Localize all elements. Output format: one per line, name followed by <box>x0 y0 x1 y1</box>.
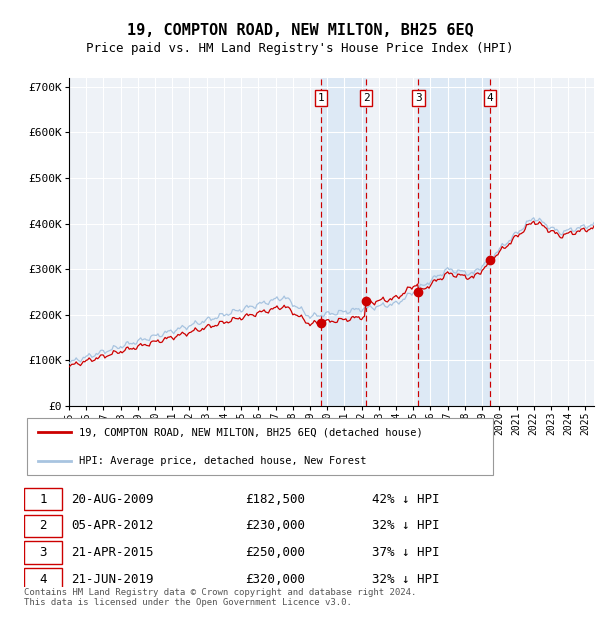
Text: £250,000: £250,000 <box>245 546 305 559</box>
Text: 32% ↓ HPI: 32% ↓ HPI <box>372 573 439 586</box>
FancyBboxPatch shape <box>24 515 62 537</box>
Text: £320,000: £320,000 <box>245 573 305 586</box>
Text: 4: 4 <box>487 93 494 103</box>
Bar <box>418 78 490 406</box>
Text: 2: 2 <box>39 520 47 533</box>
Text: 3: 3 <box>415 93 422 103</box>
Text: 42% ↓ HPI: 42% ↓ HPI <box>372 493 439 506</box>
Text: 05-APR-2012: 05-APR-2012 <box>71 520 154 533</box>
FancyBboxPatch shape <box>27 418 493 475</box>
Text: HPI: Average price, detached house, New Forest: HPI: Average price, detached house, New … <box>79 456 367 466</box>
Text: 3: 3 <box>39 546 47 559</box>
Text: 21-JUN-2019: 21-JUN-2019 <box>71 573 154 586</box>
FancyBboxPatch shape <box>24 488 62 510</box>
Text: £230,000: £230,000 <box>245 520 305 533</box>
Text: 19, COMPTON ROAD, NEW MILTON, BH25 6EQ (detached house): 19, COMPTON ROAD, NEW MILTON, BH25 6EQ (… <box>79 427 423 437</box>
FancyBboxPatch shape <box>24 541 62 564</box>
Text: 20-AUG-2009: 20-AUG-2009 <box>71 493 154 506</box>
Text: Contains HM Land Registry data © Crown copyright and database right 2024.
This d: Contains HM Land Registry data © Crown c… <box>24 588 416 607</box>
Text: 19, COMPTON ROAD, NEW MILTON, BH25 6EQ: 19, COMPTON ROAD, NEW MILTON, BH25 6EQ <box>127 24 473 38</box>
Text: £182,500: £182,500 <box>245 493 305 506</box>
Bar <box>321 78 366 406</box>
FancyBboxPatch shape <box>24 568 62 590</box>
Text: 37% ↓ HPI: 37% ↓ HPI <box>372 546 439 559</box>
Text: 1: 1 <box>317 93 324 103</box>
Text: 2: 2 <box>363 93 370 103</box>
Text: 4: 4 <box>39 573 47 586</box>
Text: 1: 1 <box>39 493 47 506</box>
Text: 32% ↓ HPI: 32% ↓ HPI <box>372 520 439 533</box>
Text: Price paid vs. HM Land Registry's House Price Index (HPI): Price paid vs. HM Land Registry's House … <box>86 42 514 55</box>
Text: 21-APR-2015: 21-APR-2015 <box>71 546 154 559</box>
